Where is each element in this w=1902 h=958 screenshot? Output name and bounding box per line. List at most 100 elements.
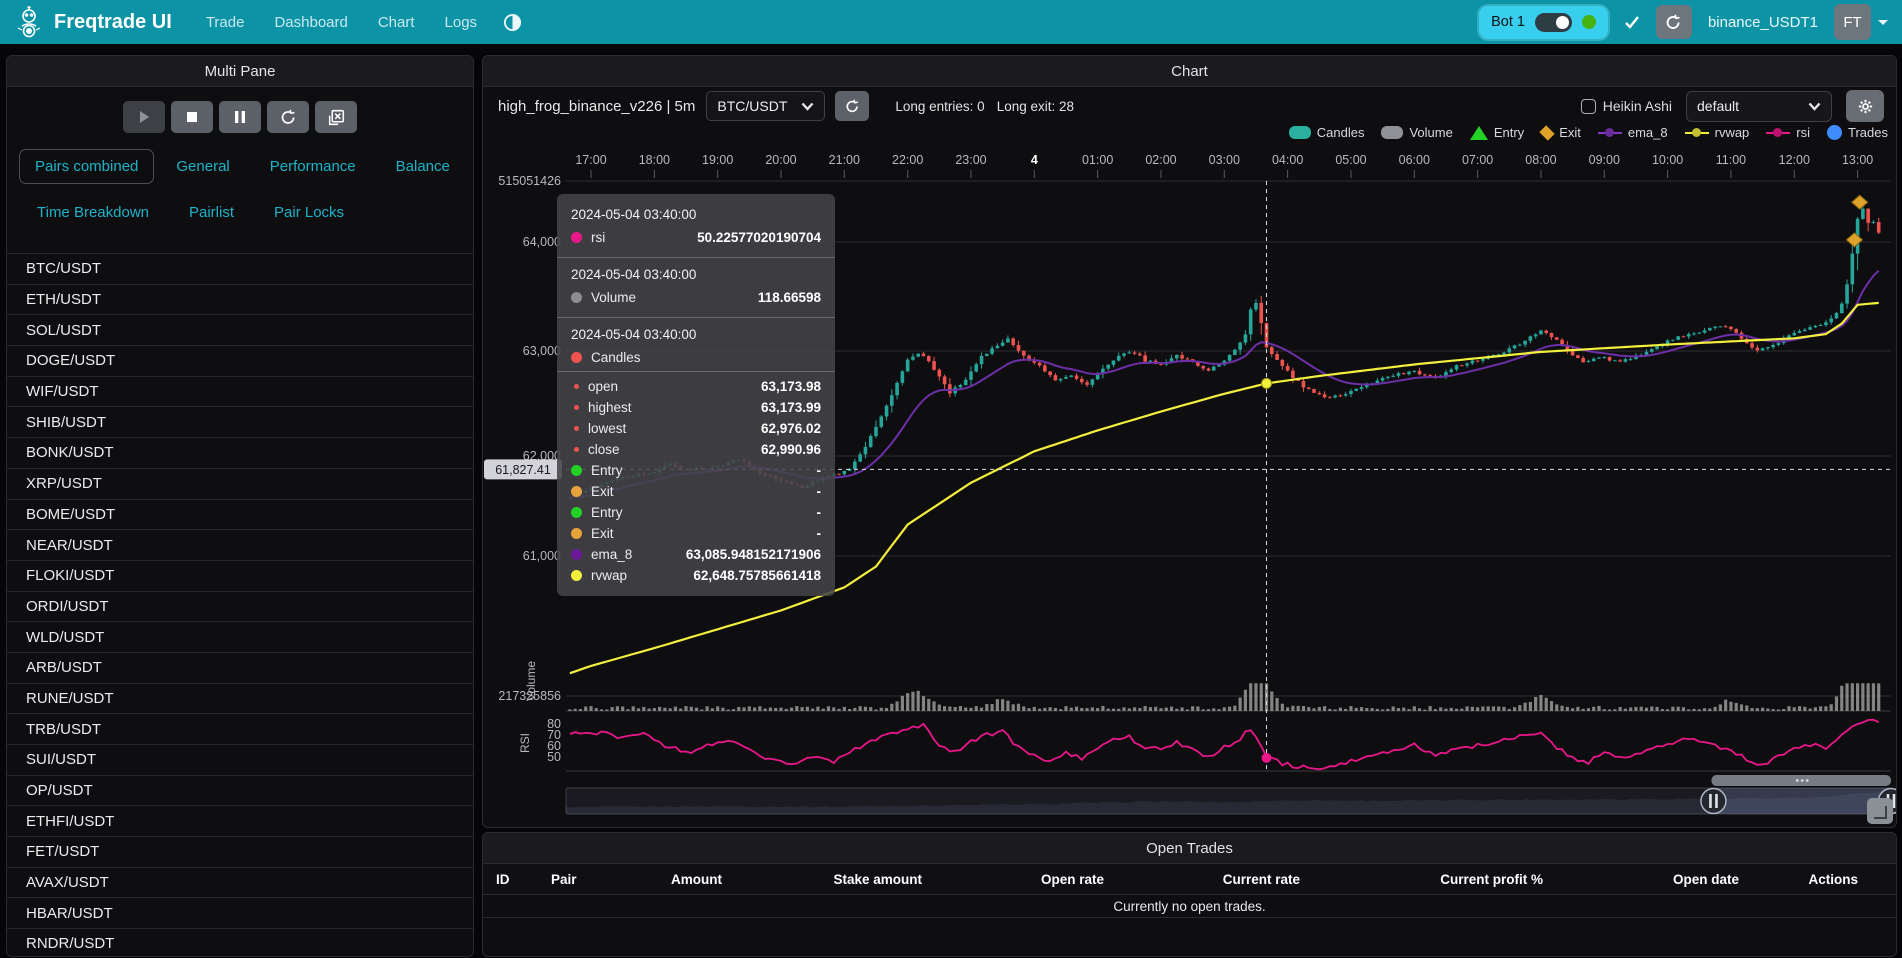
pair-row-hbar[interactable]: HBAR/USDT: [7, 898, 473, 930]
column-header-open-date[interactable]: Open date: [1672, 871, 1739, 887]
avatar[interactable]: FT: [1834, 4, 1871, 40]
plot-config-select[interactable]: default: [1686, 90, 1832, 122]
column-header-actions[interactable]: Actions: [1808, 871, 1858, 887]
nav-link-trade[interactable]: Trade: [205, 13, 245, 31]
legend-item-candles[interactable]: Candles: [1288, 125, 1364, 140]
tab-pairs-combined[interactable]: Pairs combined: [19, 149, 155, 184]
chart-tooltip: 2024-05-04 03:40:00 rsi 50.2257702019070…: [557, 194, 835, 596]
column-header-stake-amount[interactable]: Stake amount: [833, 871, 922, 887]
nav-link-logs[interactable]: Logs: [444, 13, 478, 31]
series-name: rsi: [591, 230, 606, 245]
series-name: ema_8: [591, 547, 633, 562]
pair-row-fet[interactable]: FET/USDT: [7, 837, 473, 868]
bot-toggle[interactable]: [1534, 12, 1572, 32]
tab-time-breakdown[interactable]: Time Breakdown: [37, 204, 149, 221]
bot-selector[interactable]: Bot 1: [1479, 5, 1608, 39]
tab-pair-locks[interactable]: Pair Locks: [274, 204, 345, 221]
pause-button[interactable]: [219, 101, 261, 133]
tooltip-row-rvwap: rvwap 62,648.75785661418: [571, 565, 821, 586]
nav-link-chart[interactable]: Chart: [377, 13, 415, 31]
pair-row-floki[interactable]: FLOKI/USDT: [7, 561, 473, 592]
tooltip-row-open: open 63,173.98: [571, 376, 821, 397]
legend-item-rsi[interactable]: rsi: [1766, 125, 1810, 140]
svg-text:Volume: Volume: [524, 661, 538, 701]
svg-text:03:00: 03:00: [1209, 153, 1240, 167]
pair-row-near[interactable]: NEAR/USDT: [7, 530, 473, 561]
series-dot-icon: [574, 447, 579, 452]
legend-item-trades[interactable]: Trades: [1827, 125, 1888, 140]
pair-row-eth[interactable]: ETH/USDT: [7, 285, 473, 316]
pair-row-avax[interactable]: AVAX/USDT: [7, 868, 473, 899]
column-header-amount[interactable]: Amount: [671, 871, 722, 887]
column-header-current-profit-[interactable]: Current profit %: [1440, 871, 1543, 887]
pair-select[interactable]: BTC/USDT: [706, 91, 826, 121]
legend-item-entry[interactable]: Entry: [1469, 125, 1524, 140]
refresh-icon: [1667, 14, 1681, 29]
pair-row-rune[interactable]: RUNE/USDT: [7, 684, 473, 715]
legend-item-rvwap[interactable]: rvwap: [1684, 125, 1749, 140]
legend-item-volume[interactable]: Volume: [1381, 125, 1453, 140]
series-dot-icon: [571, 465, 582, 476]
pair-row-sui[interactable]: SUI/USDT: [7, 745, 473, 776]
open-trades-header[interactable]: Open Trades: [483, 833, 1896, 864]
cancel-open-orders-button[interactable]: [315, 101, 357, 133]
brand[interactable]: Freqtrade UI: [14, 6, 172, 38]
column-header-pair[interactable]: Pair: [551, 871, 577, 887]
pair-row-wld[interactable]: WLD/USDT: [7, 622, 473, 653]
reload-config-button[interactable]: [267, 101, 309, 133]
chevron-down-icon: [801, 102, 814, 111]
legend-label: ema_8: [1627, 125, 1668, 140]
tab-balance[interactable]: Balance: [395, 158, 450, 175]
pair-row-ethfi[interactable]: ETHFI/USDT: [7, 806, 473, 838]
column-header-current-rate[interactable]: Current rate: [1222, 871, 1300, 887]
pair-row-trb[interactable]: TRB/USDT: [7, 714, 473, 745]
pair-row-bonk[interactable]: BONK/USDT: [7, 438, 473, 469]
tooltip-row-close: close 62,990.96: [571, 439, 821, 460]
pair-row-xrp[interactable]: XRP/USDT: [7, 469, 473, 500]
tooltip-row-entry: Entry -: [571, 502, 821, 523]
play-button[interactable]: [123, 101, 165, 133]
refresh-chart-button[interactable]: [835, 91, 870, 121]
datazoom-move-handle[interactable]: [1711, 775, 1891, 786]
pair-row-doge[interactable]: DOGE/USDT: [7, 346, 473, 377]
pair-row-arb[interactable]: ARB/USDT: [7, 653, 473, 684]
candles-swatch-icon: [1288, 126, 1311, 139]
pair-row-wif[interactable]: WIF/USDT: [7, 377, 473, 408]
stop-button[interactable]: [171, 101, 213, 133]
heikin-ashi-checkbox[interactable]: [1580, 98, 1596, 114]
login-name: binance_USDT1: [1707, 13, 1818, 31]
legend-label: Volume: [1409, 125, 1453, 140]
nav-links: Trade Dashboard Chart Logs: [206, 14, 477, 31]
nav-link-dashboard[interactable]: Dashboard: [274, 13, 348, 31]
tab-performance[interactable]: Performance: [269, 158, 356, 175]
reload-bot-button[interactable]: [1655, 5, 1692, 39]
navbar-right: Bot 1 binance_USDT1 FT: [1479, 4, 1888, 40]
tab-general[interactable]: General: [176, 158, 230, 175]
multi-pane-header[interactable]: Multi Pane: [7, 56, 473, 87]
tab-pairlist[interactable]: Pairlist: [189, 204, 235, 221]
ema_8-line-icon: [1597, 126, 1622, 139]
plot-settings-button[interactable]: [1846, 90, 1884, 122]
pair-row-btc[interactable]: BTC/USDT: [7, 254, 473, 285]
theme-toggle-button[interactable]: [503, 13, 522, 32]
datazoom-left-handle[interactable]: [1700, 787, 1727, 815]
svg-text:17:00: 17:00: [575, 153, 606, 167]
pair-row-ordi[interactable]: ORDI/USDT: [7, 592, 473, 623]
svg-text:11:00: 11:00: [1716, 153, 1746, 167]
svg-text:01:00: 01:00: [1082, 153, 1113, 167]
pair-row-rndr[interactable]: RNDR/USDT: [7, 929, 473, 956]
series-name: open: [588, 379, 619, 394]
pair-row-op[interactable]: OP/USDT: [7, 776, 473, 807]
column-header-open-rate[interactable]: Open rate: [1040, 871, 1104, 887]
panel-resize-grip[interactable]: [1867, 798, 1893, 824]
legend-item-exit[interactable]: Exit: [1539, 124, 1581, 141]
pair-row-shib[interactable]: SHIB/USDT: [7, 407, 473, 439]
chart-panel-header[interactable]: Chart: [483, 56, 1896, 87]
legend-item-ema_8[interactable]: ema_8: [1597, 125, 1668, 140]
chart-toolbar-right: Heikin Ashi default: [1580, 90, 1884, 122]
column-header-id[interactable]: ID: [496, 871, 510, 887]
pair-row-sol[interactable]: SOL/USDT: [7, 315, 473, 347]
pair-row-bome[interactable]: BOME/USDT: [7, 500, 473, 531]
tooltip-time: 2024-05-04 03:40:00: [571, 267, 697, 282]
tooltip-row-ema_8: ema_8 63,085.948152171906: [571, 544, 821, 565]
